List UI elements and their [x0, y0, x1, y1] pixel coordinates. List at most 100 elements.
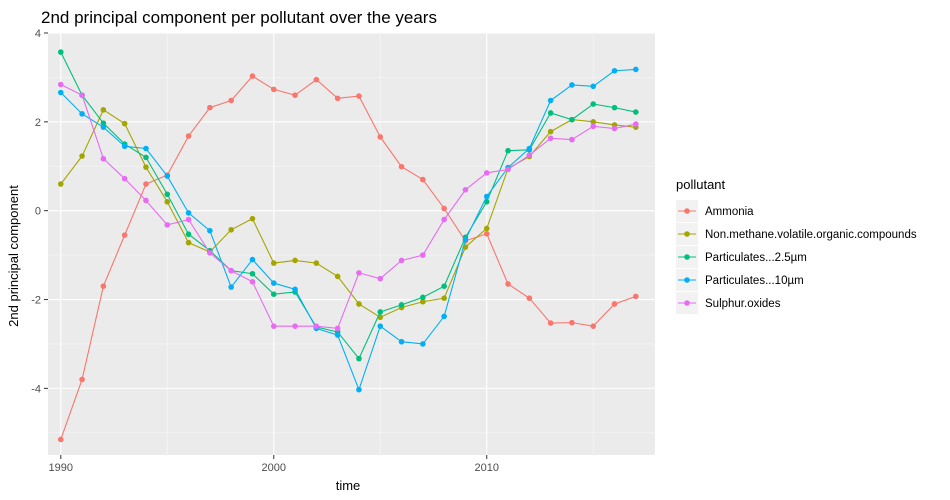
data-point-particulates-10-m: [611, 67, 618, 74]
data-point-particulates-2-5-m: [270, 291, 277, 297]
legend-item: Non.methane.volatile.organic.compounds: [676, 223, 917, 245]
data-point-sulphur-oxides: [441, 216, 447, 223]
data-point-ammonia: [228, 97, 234, 104]
data-point-particulates-10-m: [547, 97, 554, 104]
data-point-non-methane-volatile-organic-compounds: [270, 260, 277, 266]
data-point-ammonia: [377, 134, 384, 140]
data-point-ammonia: [249, 73, 256, 79]
series-particulates-2-5-m: [57, 49, 639, 362]
series-line-non-methane-volatile-organic-compounds: [60, 109, 636, 318]
data-point-ammonia: [57, 436, 64, 443]
data-point-ammonia: [334, 95, 341, 102]
axis-ticks: [44, 32, 488, 459]
data-point-ammonia: [441, 205, 447, 212]
series-particulates-10-m: [57, 66, 639, 393]
data-point-particulates-2-5-m: [590, 101, 597, 107]
data-point-particulates-10-m: [270, 280, 277, 286]
data-point-particulates-2-5-m: [398, 302, 405, 308]
data-point-sulphur-oxides: [57, 81, 64, 88]
data-point-sulphur-oxides: [164, 222, 171, 228]
data-point-particulates-10-m: [526, 145, 533, 152]
data-point-particulates-10-m: [398, 338, 405, 345]
data-point-sulphur-oxides: [633, 121, 639, 127]
data-point-ammonia: [313, 76, 320, 83]
data-point-non-methane-volatile-organic-compounds: [313, 260, 320, 266]
data-point-non-methane-volatile-organic-compounds: [143, 164, 149, 170]
y-tick-label: 0: [35, 206, 41, 218]
data-point-sulphur-oxides: [334, 325, 341, 332]
legend-label: Sulphur.oxides: [705, 298, 781, 310]
series-line-particulates-2-5-m: [60, 51, 636, 360]
legend-key-point: [684, 277, 690, 283]
legend-label: Particulates...10µm: [705, 275, 804, 287]
data-point-particulates-10-m: [207, 227, 213, 234]
data-point-particulates-10-m: [164, 173, 171, 179]
data-point-non-methane-volatile-organic-compounds: [249, 215, 256, 222]
data-point-particulates-10-m: [79, 111, 85, 117]
data-point-particulates-2-5-m: [164, 191, 171, 198]
data-point-non-methane-volatile-organic-compounds: [79, 153, 85, 159]
data-point-sulphur-oxides: [228, 267, 234, 274]
data-point-ammonia: [483, 230, 490, 237]
data-point-particulates-2-5-m: [611, 104, 618, 111]
data-point-sulphur-oxides: [483, 170, 490, 176]
data-point-particulates-10-m: [569, 82, 575, 88]
data-point-particulates-10-m: [143, 145, 149, 152]
data-point-particulates-10-m: [462, 236, 469, 243]
legend: pollutant Ammonia Non.methane.volatile.or…: [676, 177, 917, 314]
data-point-sulphur-oxides: [505, 166, 511, 173]
data-point-ammonia: [547, 320, 554, 326]
data-point-sulphur-oxides: [356, 270, 362, 276]
data-point-particulates-2-5-m: [249, 270, 256, 277]
data-point-non-methane-volatile-organic-compounds: [441, 295, 447, 301]
data-point-ammonia: [100, 283, 107, 290]
data-point-particulates-10-m: [633, 66, 639, 73]
major-gridlines: [48, 32, 655, 455]
legend-key-point: [684, 208, 690, 214]
x-tick-label: 1990: [49, 462, 73, 474]
data-point-ammonia: [505, 281, 511, 287]
data-point-particulates-10-m: [356, 386, 362, 393]
series-ammonia: [57, 73, 639, 443]
data-point-particulates-2-5-m: [185, 231, 192, 238]
data-point-particulates-2-5-m: [420, 294, 426, 301]
data-point-non-methane-volatile-organic-compounds: [164, 199, 171, 205]
legend-item: Particulates...10µm: [676, 269, 804, 291]
data-point-non-methane-volatile-organic-compounds: [100, 107, 107, 113]
data-point-particulates-2-5-m: [57, 49, 64, 55]
data-point-non-methane-volatile-organic-compounds: [334, 273, 341, 280]
x-tick-label: 2010: [475, 462, 499, 474]
data-point-sulphur-oxides: [398, 257, 405, 264]
data-point-sulphur-oxides: [462, 187, 469, 193]
data-point-non-methane-volatile-organic-compounds: [420, 298, 426, 305]
series-non-methane-volatile-organic-compounds: [57, 107, 639, 321]
data-point-non-methane-volatile-organic-compounds: [292, 257, 298, 264]
data-point-sulphur-oxides: [292, 323, 298, 329]
y-tick-label: 2: [35, 117, 41, 129]
data-point-non-methane-volatile-organic-compounds: [228, 226, 234, 233]
data-point-ammonia: [207, 104, 213, 111]
data-point-particulates-2-5-m: [569, 116, 575, 123]
legend-item: Particulates...2.5µm: [676, 246, 807, 268]
data-point-particulates-2-5-m: [505, 147, 511, 154]
data-point-sulphur-oxides: [100, 155, 107, 162]
data-point-particulates-10-m: [228, 284, 234, 290]
data-point-sulphur-oxides: [526, 152, 533, 158]
legend-key-point: [684, 300, 690, 306]
data-point-ammonia: [270, 86, 277, 93]
x-tick-labels: 1990 2000 2010: [49, 462, 499, 474]
data-point-particulates-10-m: [249, 256, 256, 263]
data-point-ammonia: [292, 92, 298, 98]
data-point-sulphur-oxides: [313, 323, 320, 329]
data-point-particulates-10-m: [57, 89, 64, 96]
data-point-sulphur-oxides: [611, 125, 618, 132]
y-axis-title: 2nd principal component: [6, 185, 21, 327]
plot-panel: [48, 33, 655, 455]
data-point-particulates-10-m: [483, 193, 490, 200]
data-point-particulates-2-5-m: [633, 109, 639, 115]
data-point-ammonia: [356, 93, 362, 99]
data-point-non-methane-volatile-organic-compounds: [356, 301, 362, 307]
data-point-ammonia: [526, 295, 533, 301]
series-line-sulphur-oxides: [60, 84, 636, 329]
